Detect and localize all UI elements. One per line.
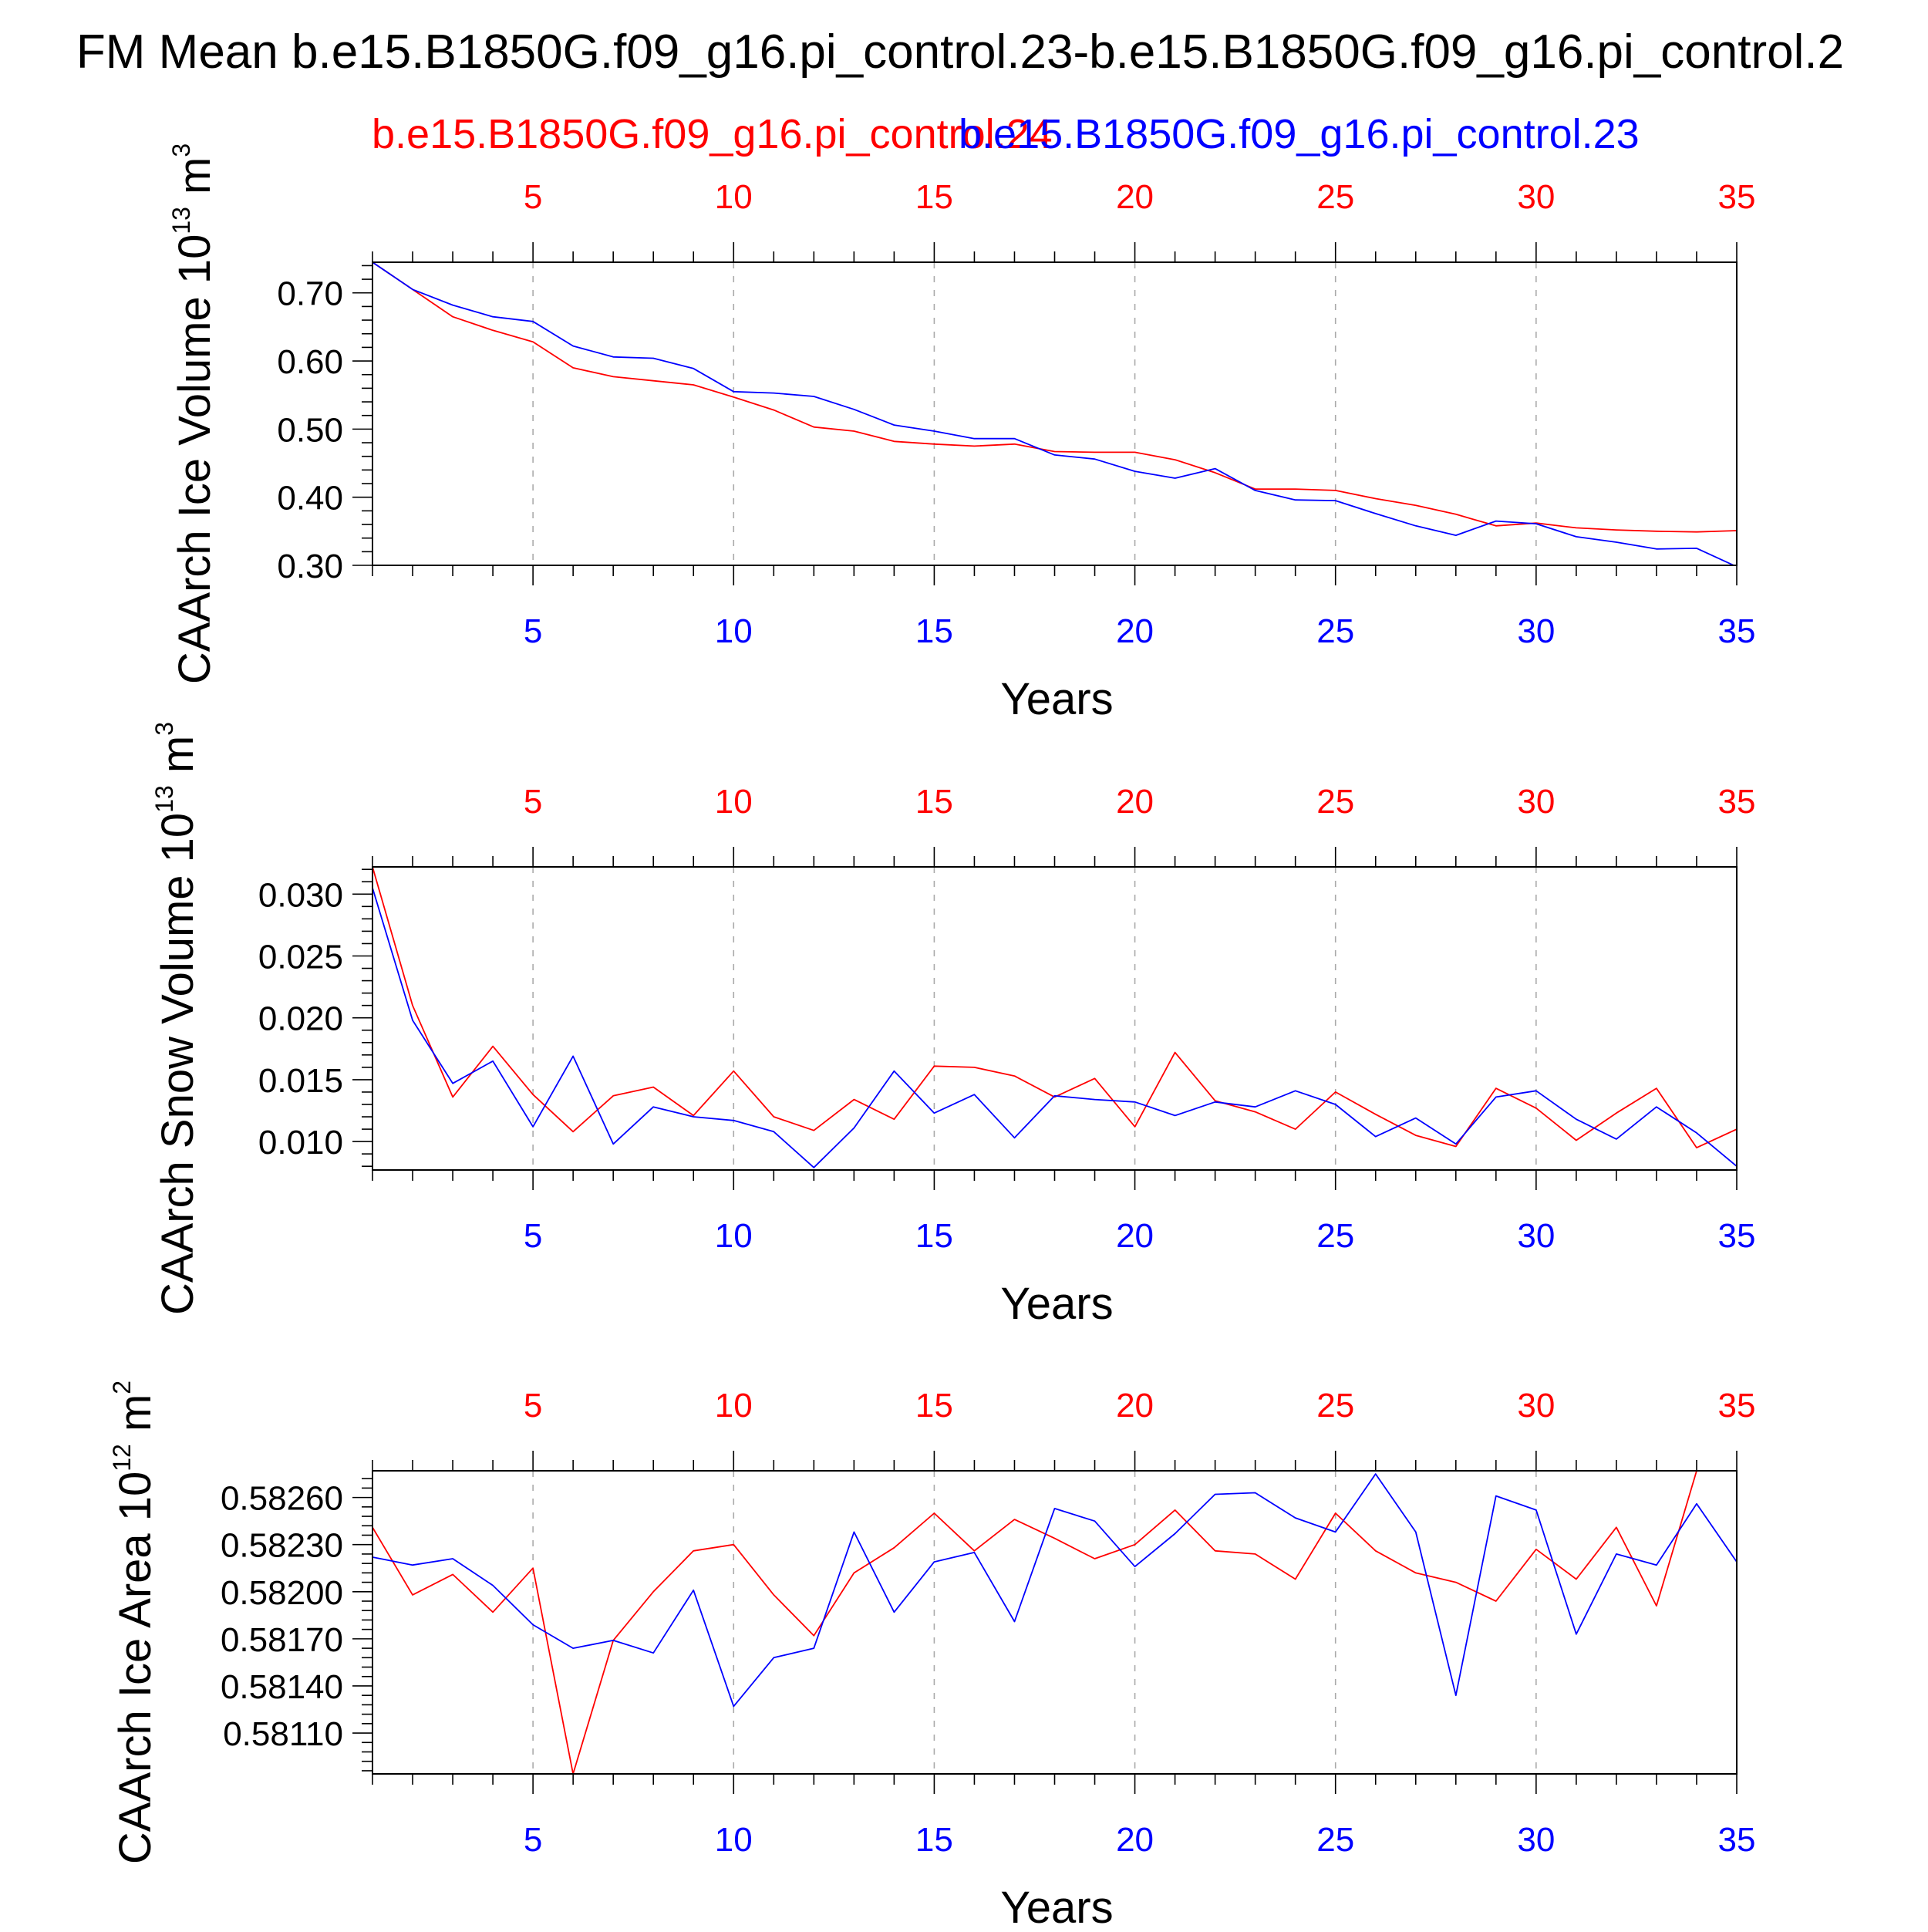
ytick-label: 0.015 [258,1062,343,1100]
series-line-red [372,262,1737,533]
ytick-label: 0.020 [258,1000,343,1038]
xtick-label-top: 30 [1517,783,1555,821]
ytick-label: 0.58200 [221,1574,343,1612]
xtick-label-bottom: 20 [1116,612,1154,650]
ytick-label: 0.58110 [223,1715,343,1753]
y-axis-label: CAArch Ice Area 1012 m2 [108,1381,160,1864]
panel-1: 0.30 0.40 0.50 0.60 0.70 5 5 10 10 15 15 20 20 25 25 30… [167,143,1755,724]
x-axis-label: Years [1000,674,1113,724]
legend-blue-label: b.e15.B1850G.f09_g16.pi_control.23 [959,111,1640,157]
xtick-label-bottom: 15 [915,1821,953,1859]
legend-red-label: b.e15.B1850G.f09_g16.pi_control.24 [372,111,1053,157]
xtick-label-top: 30 [1517,178,1555,216]
xtick-label-top: 5 [524,783,542,821]
xtick-label-top: 25 [1316,178,1354,216]
ytick-label: 0.010 [258,1124,343,1162]
ytick-label: 0.58260 [221,1480,343,1518]
y-axis-label: CAArch Ice Volume 1013 m3 [167,143,220,684]
xtick-label-bottom: 10 [715,612,753,650]
xtick-label-bottom: 5 [524,1217,542,1255]
xtick-label-bottom: 20 [1116,1821,1154,1859]
xtick-label-top: 10 [715,783,753,821]
xtick-label-top: 35 [1718,783,1756,821]
figure-title: FM Mean b.e15.B1850G.f09_g16.pi_control.… [76,25,1844,79]
ytick-label: 0.025 [258,938,343,976]
panel-2: 0.010 0.015 0.020 0.025 0.030 5 5 10 10 15 15 20 20 2… [150,722,1755,1329]
xtick-label-bottom: 5 [524,612,542,650]
xtick-label-top: 5 [524,1387,542,1425]
xtick-label-top: 10 [715,178,753,216]
xtick-label-top: 20 [1116,1387,1154,1425]
ytick-label: 0.030 [258,876,343,914]
xtick-label-bottom: 10 [715,1821,753,1859]
xtick-label-bottom: 25 [1316,612,1354,650]
xtick-label-bottom: 20 [1116,1217,1154,1255]
ytick-label: 0.50 [277,411,343,449]
ytick-label: 0.40 [277,480,343,518]
xtick-label-top: 15 [915,178,953,216]
xtick-label-top: 35 [1718,178,1756,216]
ytick-label: 0.70 [277,275,343,313]
xtick-label-bottom: 35 [1718,612,1756,650]
xtick-label-top: 35 [1718,1387,1756,1425]
xtick-label-top: 15 [915,1387,953,1425]
xtick-label-top: 15 [915,783,953,821]
xtick-label-bottom: 5 [524,1821,542,1859]
xtick-label-bottom: 35 [1718,1821,1756,1859]
xtick-label-top: 20 [1116,178,1154,216]
xtick-label-bottom: 30 [1517,1821,1555,1859]
xtick-label-bottom: 25 [1316,1217,1354,1255]
xtick-label-bottom: 30 [1517,1217,1555,1255]
ytick-label: 0.58170 [221,1621,343,1659]
ytick-label: 0.30 [277,548,343,585]
ytick-label: 0.60 [277,343,343,381]
y-axis-label: CAArch Snow Volume 1013 m3 [150,722,203,1315]
plot-frame [372,261,1738,566]
x-axis-label: Years [1000,1279,1113,1329]
xtick-label-bottom: 30 [1517,612,1555,650]
plot-frame [372,866,1738,1171]
xtick-label-bottom: 25 [1316,1821,1354,1859]
xtick-label-bottom: 15 [915,612,953,650]
series-line-red [372,867,1737,1148]
xtick-label-top: 25 [1316,783,1354,821]
series-line-blue [372,1473,1737,1708]
xtick-label-bottom: 15 [915,1217,953,1255]
xtick-label-bottom: 35 [1718,1217,1756,1255]
ytick-label: 0.58140 [221,1668,343,1706]
panels: 0.30 0.40 0.50 0.60 0.70 5 5 10 10 15 15 20 20 25 25 30… [108,143,1756,1932]
series-line-blue [372,262,1736,565]
x-axis-label: Years [1000,1883,1113,1928]
series-line-red [372,1471,1737,1774]
series-line-blue [372,888,1737,1168]
xtick-label-top: 30 [1517,1387,1555,1425]
xtick-label-top: 5 [524,178,542,216]
panel-3: 0.58110 0.58140 0.58170 0.58200 0.58230 0.582… [108,1381,1756,1932]
xtick-label-top: 25 [1316,1387,1354,1425]
xtick-label-bottom: 10 [715,1217,753,1255]
ytick-label: 0.58230 [221,1527,343,1565]
plot-frame [372,1470,1738,1775]
xtick-label-top: 20 [1116,783,1154,821]
xtick-label-top: 10 [715,1387,753,1425]
